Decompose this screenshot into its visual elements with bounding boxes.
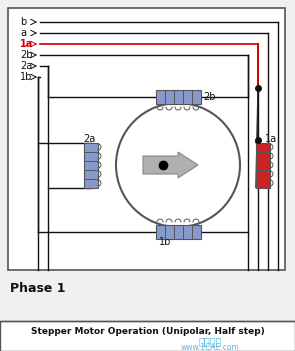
Text: 2a: 2a <box>83 134 95 145</box>
Text: 1a: 1a <box>20 39 33 49</box>
Text: www.1CAE.com: www.1CAE.com <box>181 344 240 351</box>
Text: 1b: 1b <box>158 237 171 247</box>
Text: Stepper Motor Operation (Unipolar, Half step): Stepper Motor Operation (Unipolar, Half … <box>31 326 265 336</box>
Text: b: b <box>20 17 26 27</box>
Bar <box>256 143 270 187</box>
Bar <box>155 90 201 104</box>
Bar <box>84 143 98 187</box>
Text: a: a <box>20 28 26 38</box>
FancyArrow shape <box>143 152 198 178</box>
Bar <box>155 225 201 239</box>
Text: 2b: 2b <box>204 92 216 102</box>
Text: 仿真在线: 仿真在线 <box>198 336 222 346</box>
Bar <box>8 8 285 270</box>
Text: 1b: 1b <box>20 72 32 82</box>
Bar <box>0 321 295 351</box>
Circle shape <box>116 103 240 227</box>
Text: 1a: 1a <box>265 134 277 145</box>
Text: 2b: 2b <box>20 50 32 60</box>
Text: 2a: 2a <box>20 61 32 71</box>
Text: Phase 1: Phase 1 <box>10 282 65 295</box>
